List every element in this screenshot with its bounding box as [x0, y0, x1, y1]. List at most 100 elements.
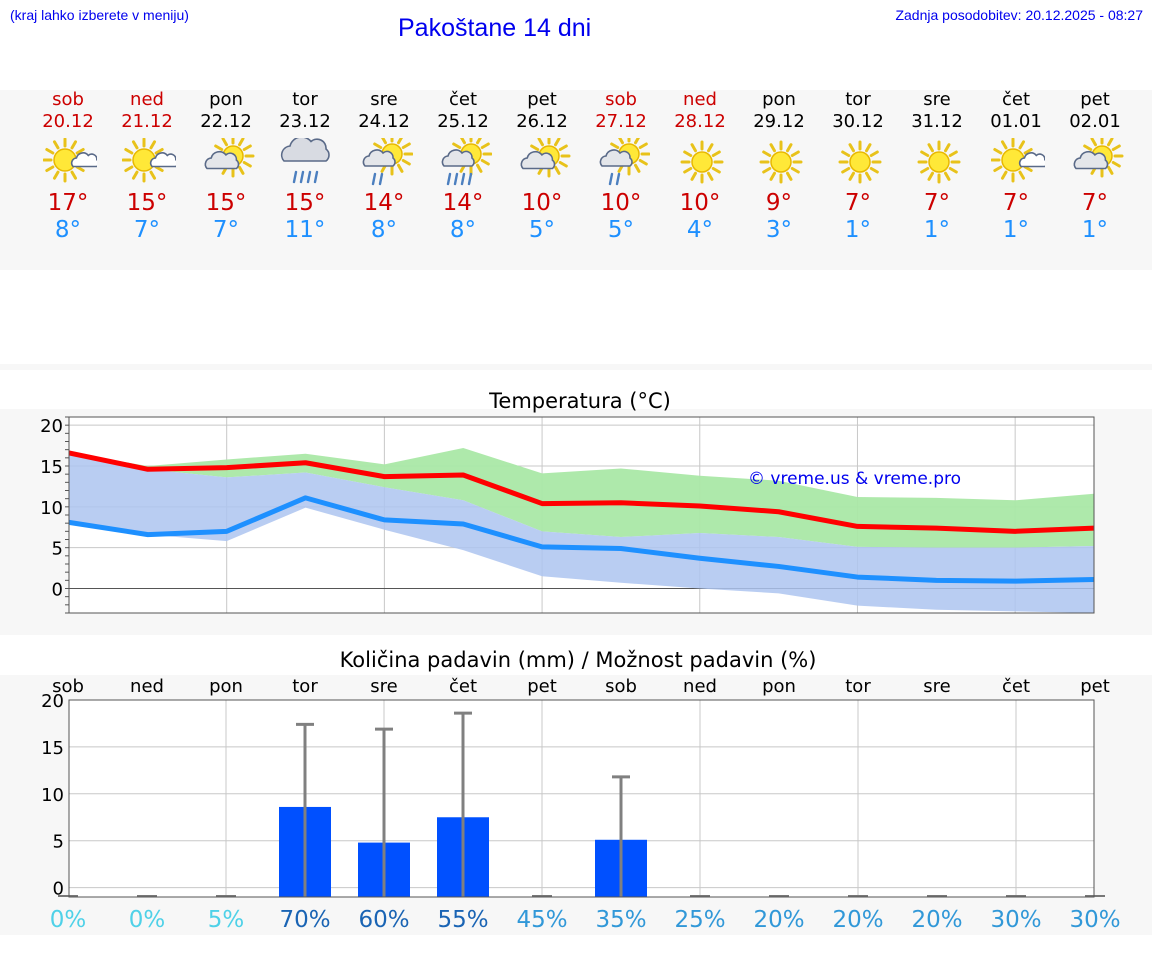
- probability-label: 35%: [595, 907, 646, 933]
- day-name: pon: [762, 89, 796, 110]
- rain-cloud-icon: [280, 138, 330, 184]
- day-label: ned: [130, 676, 164, 697]
- sun-cloud-icon: [122, 138, 176, 183]
- day-label: ned: [683, 676, 717, 697]
- probability-label: 70%: [279, 907, 330, 933]
- y-tick-label: 20: [41, 691, 64, 712]
- temp-max: 10°: [679, 190, 721, 216]
- day-name: tor: [845, 89, 871, 110]
- temp-min: 11°: [284, 217, 326, 243]
- temp-min: 4°: [686, 217, 714, 243]
- temp-min: 8°: [449, 217, 477, 243]
- probability-label: 30%: [990, 907, 1041, 933]
- temp-max: 15°: [126, 190, 168, 216]
- probability-label: 25%: [674, 907, 725, 933]
- probability-label: 20%: [753, 907, 804, 933]
- forecast-day: ned 21.12 15° 7°: [108, 90, 186, 270]
- temp-max: 15°: [205, 190, 247, 216]
- day-label: čet: [449, 676, 477, 697]
- forecast-day: sre 31.12 7° 1°: [898, 90, 976, 270]
- last-update: Zadnja posodobitev: 20.12.2025 - 08:27: [895, 7, 1143, 23]
- plot-frame: [68, 699, 1095, 898]
- probability-label: 30%: [1069, 907, 1120, 933]
- y-tick-label: 15: [41, 738, 64, 759]
- day-date: 31.12: [911, 111, 963, 132]
- y-tick-label: 5: [53, 832, 64, 853]
- sun-cloud-icon: [43, 138, 97, 183]
- day-label: tor: [292, 676, 318, 697]
- day-name: ned: [130, 89, 164, 110]
- forecast-day: pet 26.12 10° 5°: [503, 90, 581, 270]
- probability-label: 20%: [832, 907, 883, 933]
- page-title: Pakoštane 14 dni: [398, 14, 592, 42]
- day-label: sre: [923, 676, 950, 697]
- forecast-day: ned 28.12 10° 4°: [661, 90, 739, 270]
- day-date: 22.12: [200, 111, 252, 132]
- probability-label: 45%: [516, 907, 567, 933]
- day-name: sre: [370, 89, 398, 110]
- sun-icon: [917, 140, 961, 184]
- partly-cloudy-icon: [520, 138, 571, 178]
- min-temp-line: [68, 495, 1095, 584]
- day-label: tor: [845, 676, 871, 697]
- day-label: sob: [605, 676, 637, 697]
- temp-max: 7°: [923, 190, 951, 216]
- temp-chart-title: Temperatura (°C): [488, 389, 671, 413]
- day-date: 28.12: [674, 111, 726, 132]
- temp-max: 7°: [1081, 190, 1109, 216]
- day-name: sob: [605, 89, 637, 110]
- forecast-day: tor 30.12 7° 1°: [819, 90, 897, 270]
- precip-chart-title: Količina padavin (mm) / Možnost padavin …: [340, 648, 817, 672]
- day-date: 30.12: [832, 111, 884, 132]
- y-tick-label: 0: [52, 580, 63, 601]
- day-name: pet: [527, 89, 557, 110]
- day-name: sob: [52, 89, 84, 110]
- day-label: pon: [762, 676, 796, 697]
- sun-rain-icon: [362, 138, 413, 186]
- temp-min: 1°: [1002, 217, 1030, 243]
- temp-min: 1°: [1081, 217, 1109, 243]
- day-date: 24.12: [358, 111, 410, 132]
- watermark: © vreme.us & vreme.pro: [748, 469, 961, 489]
- temp-max: 7°: [844, 190, 872, 216]
- day-label: sre: [370, 676, 397, 697]
- forecast-day: sre 24.12 14° 8°: [345, 90, 423, 270]
- temp-max: 7°: [1002, 190, 1030, 216]
- forecast-day: čet 25.12 14° 8°: [424, 90, 502, 270]
- day-label: sob: [52, 676, 84, 697]
- partly-cloudy-icon: [1073, 138, 1124, 178]
- day-label: pon: [209, 676, 243, 697]
- day-date: 02.01: [1069, 111, 1121, 132]
- day-date: 23.12: [279, 111, 331, 132]
- temp-min: 8°: [370, 217, 398, 243]
- probability-label: 0%: [50, 907, 87, 933]
- day-date: 25.12: [437, 111, 489, 132]
- temp-min: 8°: [54, 217, 82, 243]
- partly-cloudy-icon: [204, 138, 255, 178]
- day-date: 21.12: [121, 111, 173, 132]
- day-name: čet: [1001, 89, 1031, 110]
- y-tick-label: 20: [40, 416, 63, 437]
- y-tick-label: 5: [52, 539, 63, 560]
- sun-heavy-rain-icon: [441, 138, 492, 186]
- temperature-chart: Temperatura (°C) 0 5 10 15 20 © vreme.us & vre…: [40, 389, 1095, 614]
- day-name: sre: [923, 89, 951, 110]
- temp-min: 1°: [923, 217, 951, 243]
- y-tick-label: 10: [40, 498, 63, 519]
- day-date: 26.12: [516, 111, 568, 132]
- forecast-strip: sob 20.12 17° 8° ned 21.12 15° 7° pon 22.12 15° 7° t…: [0, 90, 1152, 270]
- day-label: pet: [1080, 676, 1110, 697]
- forecast-day: tor 23.12 15° 11°: [266, 90, 344, 270]
- temp-max: 14°: [442, 190, 484, 216]
- day-date: 27.12: [595, 111, 647, 132]
- forecast-day: pet 02.01 7° 1°: [1056, 90, 1134, 270]
- temp-min: 1°: [844, 217, 872, 243]
- plot-area: [69, 700, 1094, 897]
- temp-max: 14°: [363, 190, 405, 216]
- sun-icon: [680, 140, 724, 184]
- temp-max: 9°: [765, 190, 793, 216]
- forecast-day: pon 22.12 15° 7°: [187, 90, 265, 270]
- day-name: pet: [1080, 89, 1110, 110]
- probability-label: 60%: [358, 907, 409, 933]
- sun-icon: [838, 140, 882, 184]
